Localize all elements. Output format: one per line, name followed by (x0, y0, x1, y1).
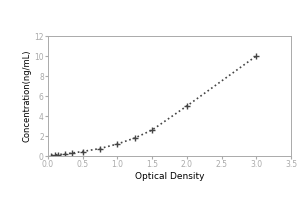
Y-axis label: Concentration(ng/mL): Concentration(ng/mL) (22, 50, 32, 142)
X-axis label: Optical Density: Optical Density (135, 172, 204, 181)
